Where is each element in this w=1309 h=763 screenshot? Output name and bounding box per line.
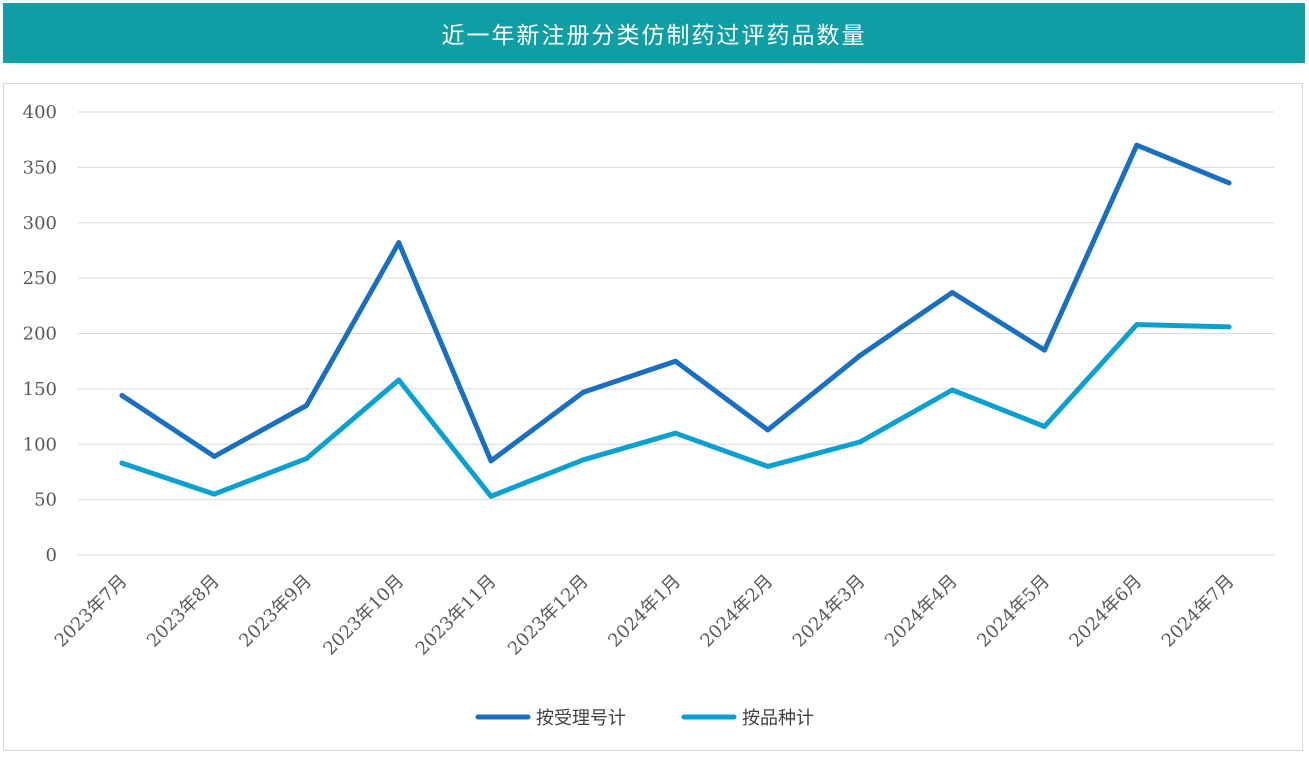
data-point [211,491,217,497]
x-tick-label: 2024年7月 [1158,571,1239,652]
x-tick-label: 2023年8月 [143,571,224,652]
x-tick-label: 2023年11月 [412,571,501,660]
data-point [673,430,678,436]
series-line-1 [119,142,1232,464]
data-point [1134,322,1140,328]
data-point [119,393,125,399]
data-point [488,458,494,464]
series-line-2 [119,322,1232,499]
data-point [580,389,586,395]
data-point [673,358,678,364]
y-tick-label: 300 [23,213,57,234]
grid-lines [78,111,1274,556]
data-point [1134,142,1140,148]
data-point [396,377,402,383]
data-point [580,457,586,463]
chart-frame [3,83,1303,751]
x-tick-label: 2024年4月 [881,571,962,652]
data-point [119,460,125,466]
data-point [1226,180,1232,186]
data-point [1042,424,1047,430]
x-tick-label: 2023年10月 [319,571,408,660]
y-tick-label: 0 [46,545,57,566]
x-tick-label: 2024年3月 [789,571,870,652]
y-tick-label: 200 [23,324,57,345]
y-tick-label: 250 [23,268,57,289]
legend-label-2: 按品种计 [742,708,814,729]
series-lines [119,142,1232,499]
x-axis-tick-labels: 2023年7月 2023年8月 2023年9月 2023年10月 2023年11月 202… [51,571,1239,660]
y-tick-label: 400 [23,102,57,123]
chart-title-bar: 近一年新注册分类仿制药过评药品数量 [3,3,1305,63]
data-point [765,463,771,469]
x-tick-label: 2024年2月 [696,571,777,652]
y-tick-label: 100 [23,434,57,455]
data-point [857,353,863,359]
y-tick-label: 350 [23,157,57,178]
x-tick-label: 2024年1月 [604,571,685,652]
x-tick-label: 2023年12月 [504,571,593,660]
data-point [304,456,309,462]
x-tick-label: 2023年9月 [235,571,316,652]
y-tick-label: 150 [23,379,57,400]
y-axis-tick-labels: 0 50 100 150 200 250 300 350 400 [23,102,57,566]
x-tick-label: 2024年5月 [973,571,1054,652]
data-point [211,453,217,459]
data-point [1042,347,1047,353]
data-point [488,493,494,499]
data-point [765,427,771,433]
data-point [304,402,309,408]
legend: 按受理号计 按品种计 [475,708,814,729]
chart-title: 近一年新注册分类仿制药过评药品数量 [441,23,867,49]
data-point [396,240,402,246]
data-point [857,439,863,445]
x-tick-label: 2024年6月 [1065,571,1146,652]
data-point [949,290,955,296]
x-tick-label: 2023年7月 [51,571,132,652]
data-point [1226,324,1232,330]
y-tick-label: 50 [34,490,57,511]
legend-label-1: 按受理号计 [536,708,626,729]
data-point [949,387,955,393]
